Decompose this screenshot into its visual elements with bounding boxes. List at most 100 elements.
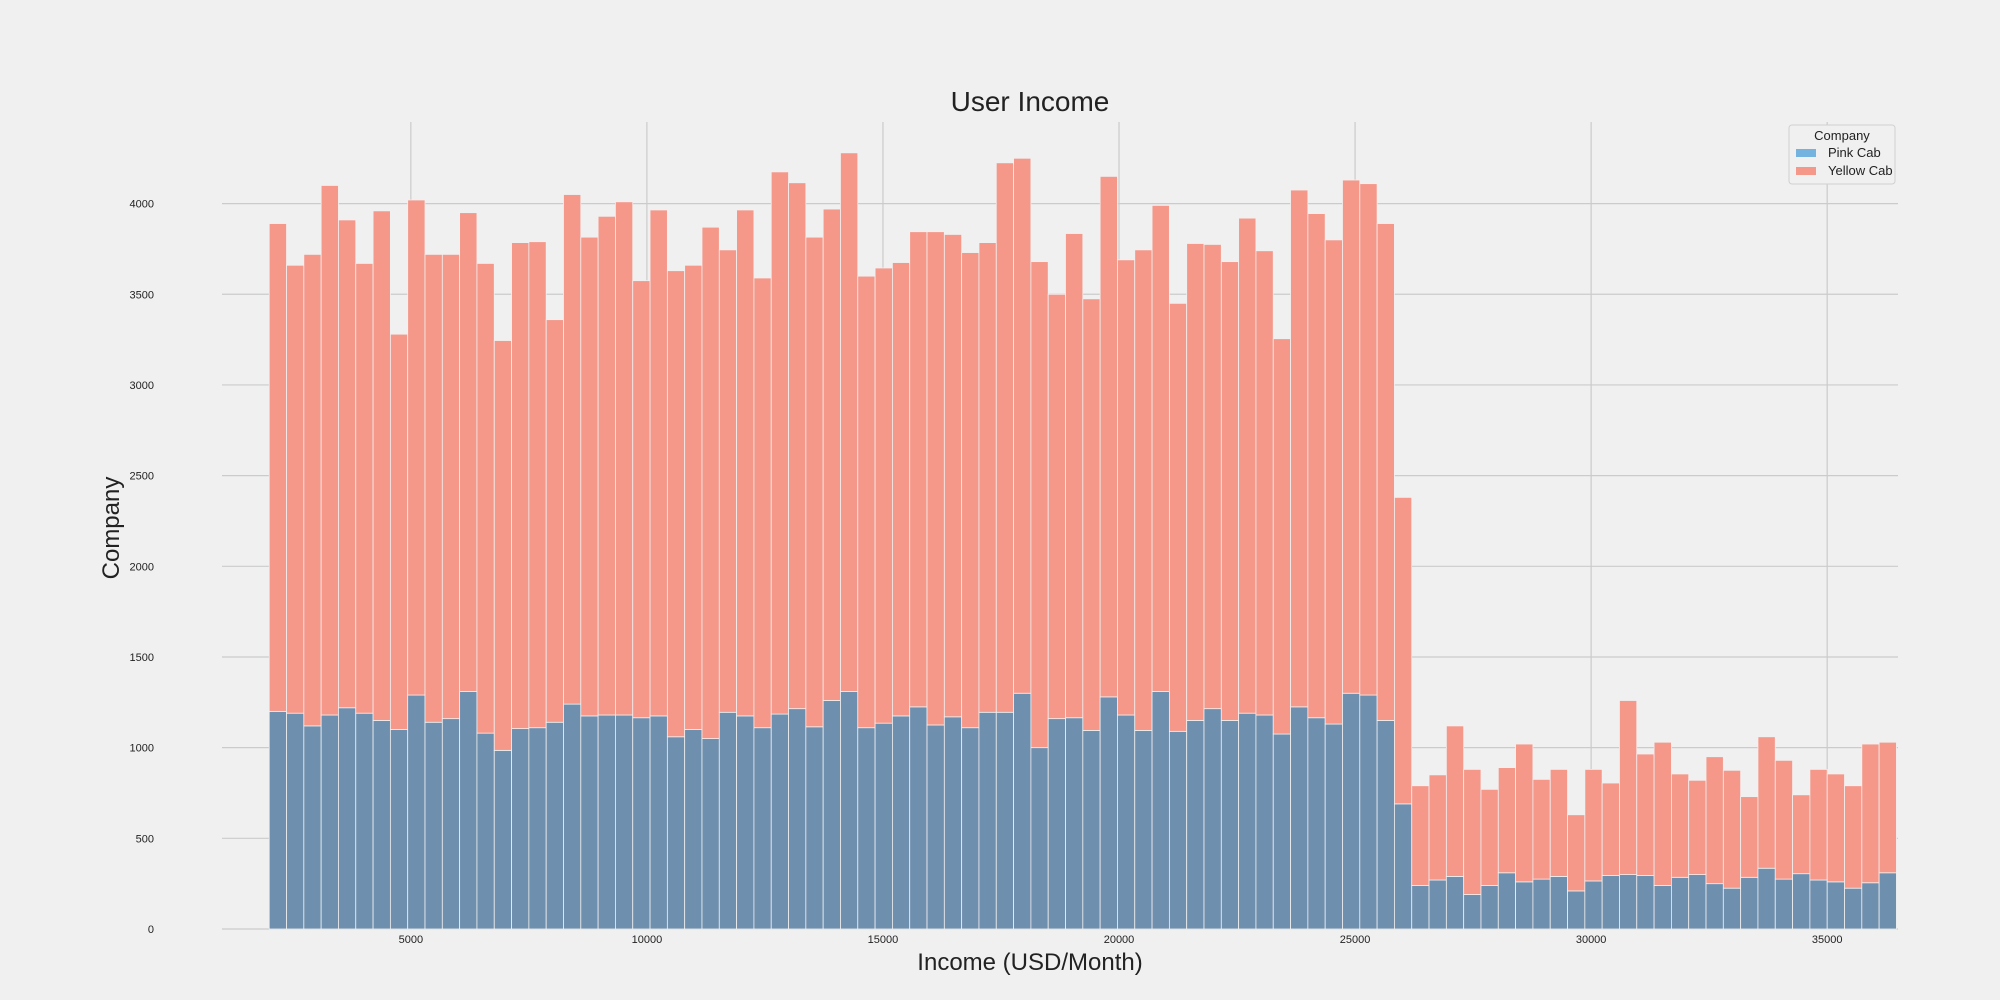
bar-yellow-cab xyxy=(1826,773,1845,883)
bar-yellow-cab xyxy=(1359,183,1378,696)
bar-pink-cab xyxy=(407,694,426,930)
bar-pink-cab xyxy=(1151,691,1170,930)
bar-pink-cab xyxy=(1567,890,1586,930)
bar-pink-cab xyxy=(857,727,876,930)
bar-yellow-cab xyxy=(1774,759,1793,880)
bar-pink-cab xyxy=(926,724,945,930)
bar-yellow-cab xyxy=(1013,157,1032,694)
bar-pink-cab xyxy=(736,715,755,930)
bar-yellow-cab xyxy=(1722,769,1742,889)
bar-pink-cab xyxy=(286,712,305,930)
bar-pink-cab xyxy=(1342,692,1361,930)
bar-yellow-cab xyxy=(978,242,997,713)
bar-yellow-cab xyxy=(286,264,305,714)
bar-yellow-cab xyxy=(1463,769,1482,895)
bar-pink-cab xyxy=(892,715,911,930)
bar-pink-cab xyxy=(355,712,374,930)
bar-yellow-cab xyxy=(303,253,322,727)
bar-pink-cab xyxy=(978,711,997,930)
bar-pink-cab xyxy=(1290,706,1309,930)
bar-pink-cab xyxy=(493,749,512,930)
bar-yellow-cab xyxy=(1636,753,1655,876)
x-axis-title: Income (USD/Month) xyxy=(917,949,1142,976)
histogram-bars xyxy=(268,152,1897,930)
bar-yellow-cab xyxy=(424,253,443,723)
bar-yellow-cab xyxy=(1653,741,1672,886)
bar-yellow-cab xyxy=(1047,293,1066,720)
bar-pink-cab xyxy=(303,725,322,930)
bar-pink-cab xyxy=(1826,881,1845,930)
bar-yellow-cab xyxy=(1290,189,1309,708)
bar-pink-cab xyxy=(389,729,409,930)
bar-pink-cab xyxy=(1255,714,1274,930)
bar-yellow-cab xyxy=(1376,223,1395,721)
bar-yellow-cab xyxy=(1342,179,1361,694)
bar-yellow-cab xyxy=(840,152,859,692)
x-tick-label: 10000 xyxy=(632,934,663,946)
bar-pink-cab xyxy=(1411,885,1430,930)
bar-yellow-cab xyxy=(476,263,495,734)
bar-pink-cab xyxy=(1394,803,1413,930)
bar-yellow-cab xyxy=(1117,259,1136,716)
bar-yellow-cab xyxy=(1065,233,1084,719)
bar-pink-cab xyxy=(1428,879,1447,930)
legend-swatch-pink-cab xyxy=(1796,149,1816,157)
bar-pink-cab xyxy=(649,715,668,930)
bar-pink-cab xyxy=(528,727,547,930)
bar-yellow-cab xyxy=(1168,302,1188,732)
bar-pink-cab xyxy=(441,718,461,930)
y-tick-label: 1500 xyxy=(130,652,154,664)
bar-yellow-cab xyxy=(649,209,668,717)
bar-pink-cab xyxy=(718,711,738,930)
bar-yellow-cab xyxy=(1549,769,1568,877)
bar-yellow-cab xyxy=(493,340,512,751)
bar-yellow-cab xyxy=(1809,769,1828,881)
bar-pink-cab xyxy=(1619,874,1638,930)
bar-yellow-cab xyxy=(1134,249,1153,731)
y-tick-labels: 0 500 1000 1500 2000 2500 3000 3500 4000 xyxy=(130,199,154,936)
bar-pink-cab xyxy=(874,722,893,930)
bar-yellow-cab xyxy=(1307,213,1326,719)
bar-yellow-cab xyxy=(961,252,980,729)
bar-yellow-cab xyxy=(597,215,616,716)
bar-pink-cab xyxy=(476,732,495,930)
bar-yellow-cab xyxy=(320,185,339,716)
bar-pink-cab xyxy=(1722,887,1742,930)
bar-pink-cab xyxy=(1601,875,1620,930)
y-tick-label: 500 xyxy=(136,833,154,845)
bar-yellow-cab xyxy=(1255,250,1274,716)
bar-yellow-cab xyxy=(701,226,720,739)
x-tick-label: 15000 xyxy=(868,934,899,946)
bar-pink-cab xyxy=(1549,876,1568,930)
bar-pink-cab xyxy=(1532,878,1551,930)
y-tick-label: 2500 xyxy=(130,471,154,483)
bar-pink-cab xyxy=(597,714,616,930)
bar-pink-cab xyxy=(1670,876,1690,930)
legend-label-yellow-cab: Yellow Cab xyxy=(1828,163,1893,178)
bar-pink-cab xyxy=(320,714,339,930)
bar-pink-cab xyxy=(268,710,287,930)
legend-label-pink-cab: Pink Cab xyxy=(1828,145,1881,160)
bar-yellow-cab xyxy=(1584,769,1603,882)
bar-yellow-cab xyxy=(268,223,287,712)
legend-swatch-yellow-cab xyxy=(1796,167,1816,175)
bar-yellow-cab xyxy=(1515,743,1534,883)
bar-yellow-cab xyxy=(338,219,357,709)
bar-pink-cab xyxy=(1497,872,1517,930)
bar-yellow-cab xyxy=(1601,782,1620,876)
bar-pink-cab xyxy=(1757,867,1776,930)
bar-yellow-cab xyxy=(545,319,564,723)
bar-yellow-cab xyxy=(943,234,963,718)
bar-pink-cab xyxy=(909,706,928,930)
y-tick-label: 2000 xyxy=(130,561,154,573)
bar-pink-cab xyxy=(1445,876,1465,930)
bar-pink-cab xyxy=(1030,747,1049,930)
bar-yellow-cab xyxy=(441,253,461,720)
bar-yellow-cab xyxy=(1220,261,1240,721)
bar-pink-cab xyxy=(840,691,859,930)
bar-pink-cab xyxy=(1082,730,1101,930)
bar-yellow-cab xyxy=(736,209,755,717)
bar-pink-cab xyxy=(459,691,478,930)
bar-yellow-cab xyxy=(1099,176,1118,698)
